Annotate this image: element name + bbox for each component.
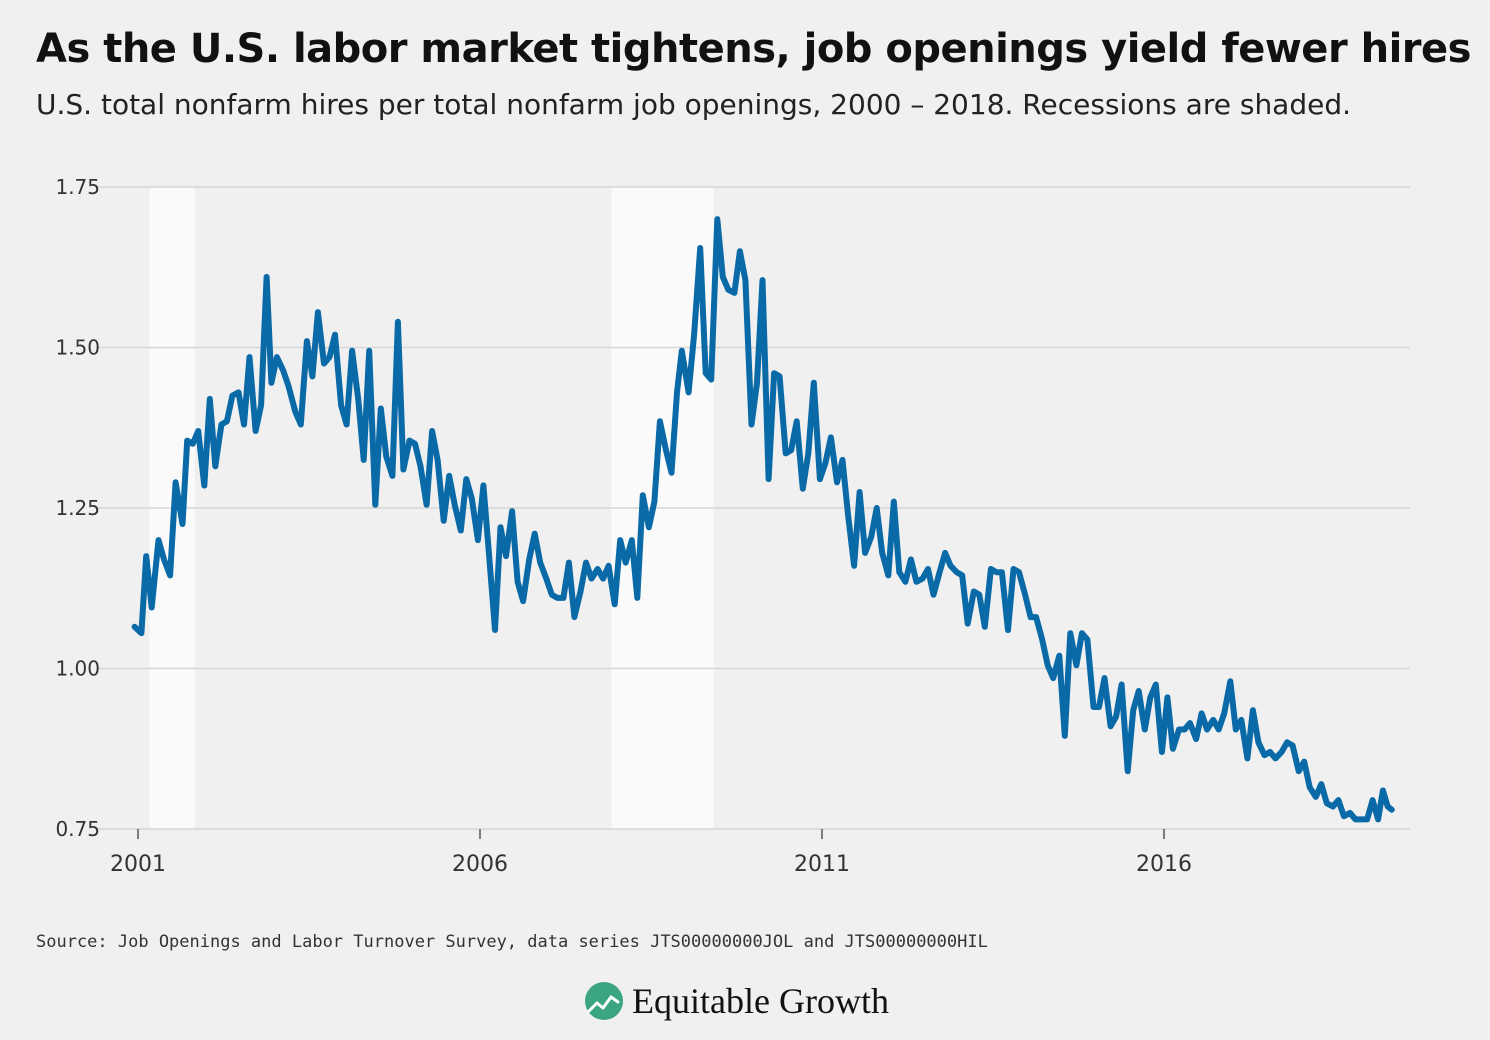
x-tick-label: 2011 bbox=[794, 852, 850, 877]
x-tick-label: 2016 bbox=[1136, 852, 1192, 877]
y-tick-label: 0.75 bbox=[55, 817, 100, 841]
y-tick-label: 1.50 bbox=[55, 336, 100, 360]
source-note: Source: Job Openings and Labor Turnover … bbox=[36, 932, 988, 952]
x-tick-label: 2006 bbox=[452, 852, 508, 877]
y-tick-label: 1.25 bbox=[55, 496, 100, 520]
y-tick-label: 1.75 bbox=[55, 175, 100, 199]
chart-subtitle: U.S. total nonfarm hires per total nonfa… bbox=[36, 88, 1352, 121]
brand-logo: Equitable Growth bbox=[584, 980, 889, 1022]
brand-name: Equitable Growth bbox=[632, 981, 889, 1021]
series-line-hires-per-openings bbox=[131, 216, 1395, 823]
y-axis-ticks: 0.75 1.00 1.25 1.50 1.75 bbox=[55, 175, 100, 841]
growth-logo-icon bbox=[585, 982, 623, 1020]
series-lines bbox=[131, 216, 1395, 823]
y-tick-label: 1.00 bbox=[55, 657, 100, 681]
line-chart: 0.75 1.00 1.25 1.50 1.75 2001 2006 2011 2016 bbox=[55, 175, 1410, 877]
x-axis-ticks: 2001 2006 2011 2016 bbox=[110, 829, 1192, 877]
chart-title: As the U.S. labor market tightens, job o… bbox=[36, 26, 1471, 72]
x-tick-label: 2001 bbox=[110, 852, 166, 877]
grid-lines bbox=[98, 186, 1410, 830]
